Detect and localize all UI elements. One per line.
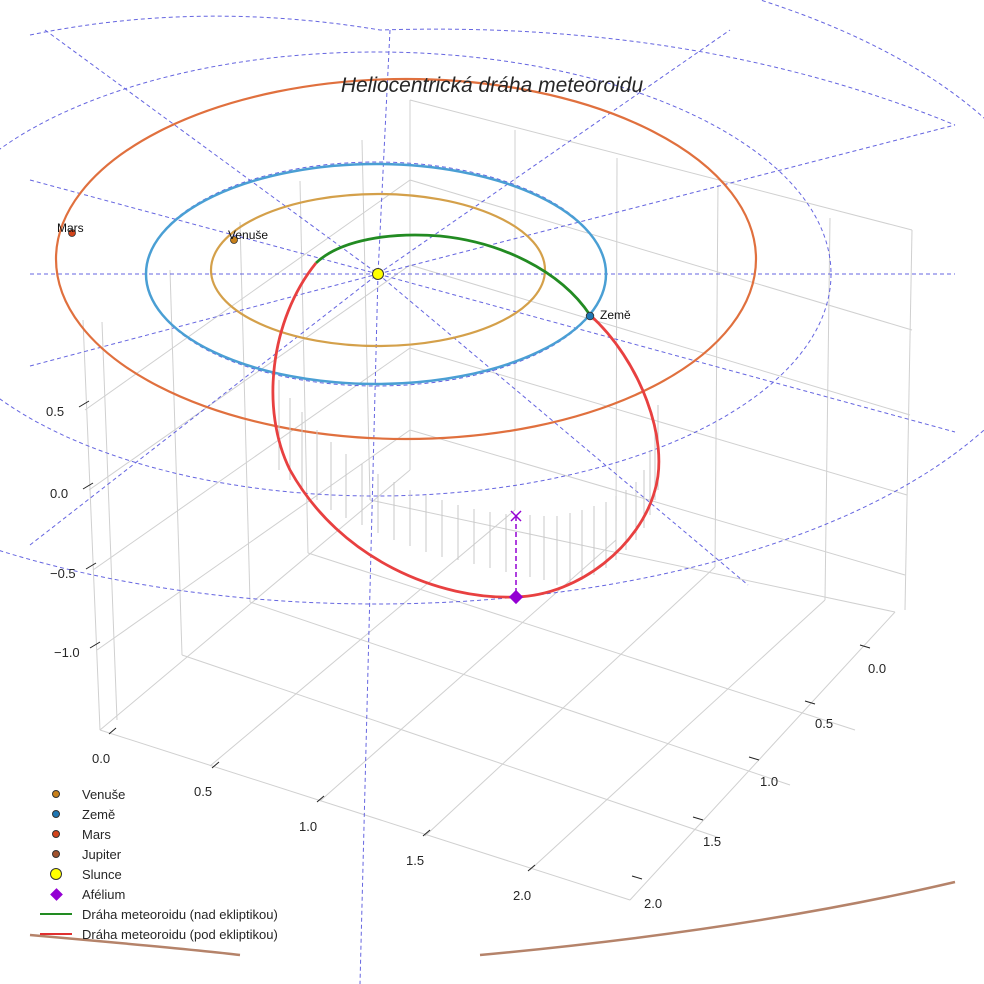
legend-item-orbit-below[interactable]: Dráha meteoroidu (pod ekliptikou) xyxy=(36,924,278,944)
legend-item-aphelion[interactable]: Afélium xyxy=(36,884,278,904)
jupiter-orbit xyxy=(29,880,956,957)
y-tick-0.0: 0.0 xyxy=(868,661,887,676)
mars-orbit xyxy=(54,77,758,441)
green-line-icon xyxy=(40,913,72,915)
aphelion-projection-x-icon xyxy=(510,510,522,522)
chart-title: Heliocentrická dráha meteoroidu xyxy=(340,74,644,97)
x-tick-1.5: 1.5 xyxy=(406,853,425,868)
aphelion-diamond-icon[interactable] xyxy=(508,589,524,605)
mars-dot-icon xyxy=(52,830,60,838)
z-tick-minus-0.5: −0.5 xyxy=(50,566,76,581)
legend-item-jupiter[interactable]: Jupiter xyxy=(36,844,278,864)
jupiter-dot-icon xyxy=(52,850,60,858)
legend-item-venus[interactable]: Venuše xyxy=(36,784,278,804)
x-tick-2.0: 2.0 xyxy=(513,888,532,903)
earth-marker[interactable] xyxy=(585,311,595,321)
y-tick-1.0: 1.0 xyxy=(760,774,779,789)
x-tick-0.0: 0.0 xyxy=(92,751,111,766)
legend-item-earth[interactable]: Země xyxy=(36,804,278,824)
sun-marker[interactable] xyxy=(372,268,384,280)
legend-item-orbit-above[interactable]: Dráha meteoroidu (nad ekliptikou) xyxy=(36,904,278,924)
legend-item-mars[interactable]: Mars xyxy=(36,824,278,844)
earth-orbit xyxy=(144,162,608,386)
venus-label: Venuše xyxy=(228,228,269,242)
venus-dot-icon xyxy=(52,790,60,798)
axis-box-grid xyxy=(82,99,913,901)
y-tick-1.5: 1.5 xyxy=(703,834,722,849)
x-tick-0.5: 0.5 xyxy=(194,784,213,799)
z-tick-0.5: 0.5 xyxy=(46,404,65,419)
x-tick-1.0: 1.0 xyxy=(299,819,318,834)
venus-marker[interactable] xyxy=(230,236,238,244)
y-tick-2.0: 2.0 xyxy=(644,896,663,911)
mars-marker[interactable] xyxy=(68,229,76,237)
y-tick-0.5: 0.5 xyxy=(815,716,834,731)
z-tick-0.0: 0.0 xyxy=(50,486,69,501)
axis-tick-marks xyxy=(78,400,871,880)
earth-dot-icon xyxy=(52,810,60,818)
earth-label: Země xyxy=(600,308,631,322)
red-line-icon xyxy=(40,933,72,935)
z-tick-minus-1.0: −1.0 xyxy=(54,645,80,660)
meteoroid-orbit-above-ecliptic xyxy=(315,233,592,316)
aphelion-diamond-legend-icon xyxy=(49,887,63,901)
sun-dot-icon xyxy=(50,868,62,880)
mars-label: Mars xyxy=(57,221,84,235)
legend-item-sun[interactable]: Slunce xyxy=(36,864,278,884)
legend: Venuše Země Mars Jupiter Slunce Afélium … xyxy=(36,784,278,944)
